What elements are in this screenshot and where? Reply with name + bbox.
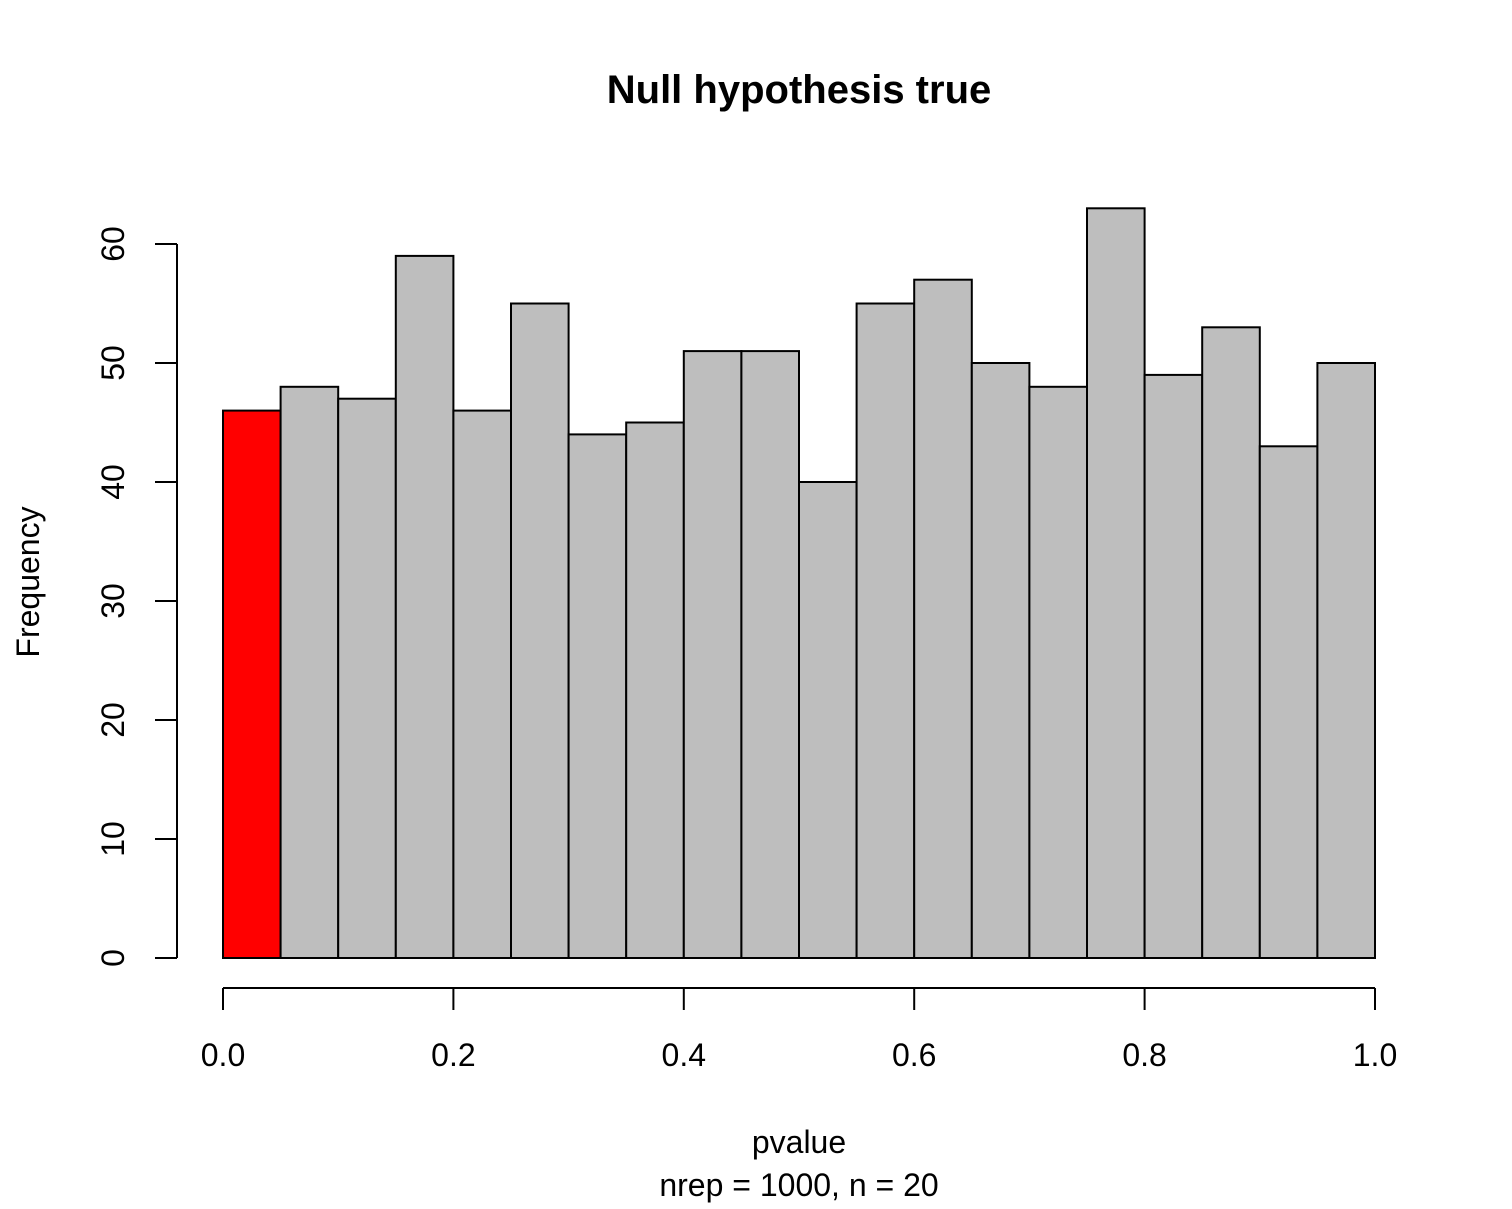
y-tick-label: 60	[95, 226, 131, 262]
histogram-bar	[452, 409, 512, 960]
bars-group	[222, 207, 1377, 960]
histogram-bar	[394, 254, 455, 959]
x-axis-label: pvalue	[752, 1124, 846, 1160]
histogram-bar	[913, 278, 973, 959]
histogram-bar	[855, 302, 916, 959]
histogram-bar	[1201, 326, 1261, 959]
x-tick-label: 1.0	[1353, 1037, 1397, 1073]
x-tick-label: 0.8	[1122, 1037, 1166, 1073]
x-tick-label: 0.4	[662, 1037, 706, 1073]
histogram-bar	[1143, 373, 1204, 959]
histogram-bar	[1028, 385, 1089, 959]
y-axis: 0 10 20 30 40 50 60	[95, 226, 178, 967]
histogram-bar	[510, 302, 570, 959]
y-tick-label: 10	[95, 821, 131, 857]
x-tick-label: 0.6	[892, 1037, 936, 1073]
x-tick-label: 0.0	[201, 1037, 245, 1073]
x-axis: 0.0 0.2 0.4 0.6 0.8 1.0	[201, 987, 1397, 1073]
histogram-bar	[1258, 445, 1319, 959]
chart-subtitle: nrep = 1000, n = 20	[659, 1167, 938, 1203]
y-tick-label: 50	[95, 345, 131, 381]
histogram-bar	[970, 362, 1031, 959]
y-tick-label: 40	[95, 464, 131, 500]
y-axis-label: Frequency	[10, 506, 46, 657]
histogram-bar	[222, 409, 282, 960]
histogram-bar	[567, 433, 628, 959]
y-tick-label: 0	[95, 949, 131, 967]
histogram-bar	[279, 385, 340, 959]
histogram-bar	[798, 481, 858, 959]
histogram-bar	[337, 397, 397, 959]
histogram-bar	[1316, 362, 1377, 959]
y-tick-label: 20	[95, 702, 131, 738]
chart-title: Null hypothesis true	[607, 68, 992, 112]
x-tick-label: 0.2	[431, 1037, 475, 1073]
histogram-bar	[682, 350, 743, 960]
y-tick-label: 30	[95, 583, 131, 619]
histogram-bar	[625, 421, 685, 959]
histogram-bar	[740, 350, 801, 960]
histogram-bar	[1086, 207, 1146, 960]
